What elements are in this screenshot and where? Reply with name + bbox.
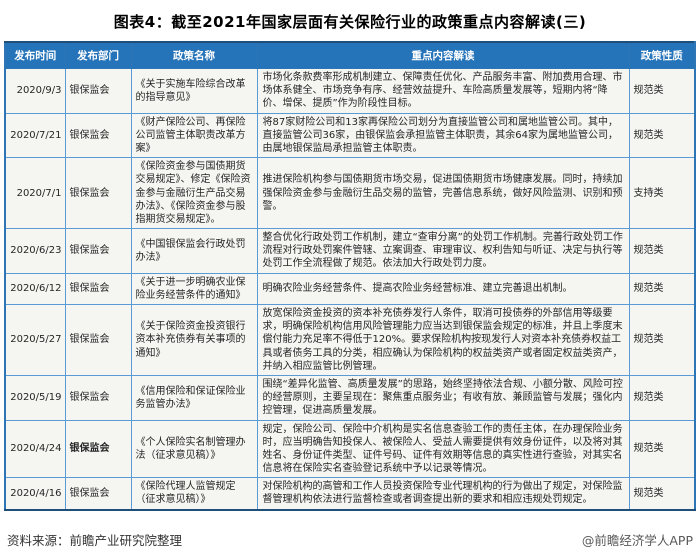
cell-key-content: 围绕“差异化监管、高质量发展”的思路，始终坚持依法合规、小额分散、风险可控的经营… bbox=[256, 374, 630, 421]
footer: 资料来源：前瞻产业研究院整理 @前瞻经济学人APP bbox=[7, 530, 693, 549]
cell-publish-date: 2020/6/12 bbox=[4, 272, 66, 306]
cell-key-content: 市场化条款费率形成机制建立、保障责任优化、产品服务丰富、附加费用合理、市场体系健… bbox=[256, 68, 630, 114]
column-header-policy-nature: 政策性质 bbox=[628, 41, 696, 69]
cell-policy-nature: 规范类 bbox=[628, 419, 696, 479]
cell-key-content: 整合优化行政处罚工作机制，建立“查审分离”的处罚工作机制。完善行政处罚工作流程对… bbox=[256, 228, 630, 274]
column-header-publish-date: 发布时间 bbox=[4, 41, 66, 69]
cell-policy-name: 《中国银保监会行政处罚办法》 bbox=[130, 228, 258, 274]
cell-publish-date: 2020/7/1 bbox=[4, 157, 66, 230]
source-note: 资料来源：前瞻产业研究院整理 bbox=[7, 533, 183, 548]
cell-policy-nature: 规范类 bbox=[628, 477, 696, 511]
cell-policy-name: 《信用保险和保证保险业务监管办法》 bbox=[130, 374, 258, 421]
cell-policy-name: 《财产保险公司、再保险公司监管主体职责改革方案》 bbox=[130, 112, 258, 159]
cell-key-content: 放宽保险资金投资的资本补充债券发行人条件，取消可投债券的外部信用等级要求，明确保… bbox=[256, 304, 630, 376]
cell-publish-date: 2020/9/3 bbox=[4, 68, 66, 114]
table-row: 2020/6/12 银保监会 《关于进一步明确农业保险业务经营条件的通知》 明确农险业… bbox=[4, 272, 696, 306]
table-header-row: 发布时间 发布部门 政策名称 重点内容解读 政策性质 bbox=[4, 41, 696, 69]
cell-department: 银保监会 bbox=[64, 68, 132, 114]
cell-publish-date: 2020/5/27 bbox=[4, 304, 66, 376]
cell-policy-name: 《关于保险资金投资银行资本补充债券有关事项的通知》 bbox=[130, 304, 258, 376]
figure-title: 图表4：截至2021年国家层面有关保险行业的政策重点内容解读(三) bbox=[113, 13, 587, 31]
policy-table: 发布时间 发布部门 政策名称 重点内容解读 政策性质 2020/9/3 银保监会《… bbox=[4, 41, 696, 511]
cell-policy-nature: 规范类 bbox=[628, 228, 696, 274]
table-row: 2020/5/27 银保监会 《关于保险资金投资银行资本补充债券有关事项的通知》 放宽… bbox=[4, 304, 696, 376]
table-row: 2020/6/23 银保监会 《中国银保监会行政处罚办法》 整合优化行政处罚工作机制，… bbox=[4, 228, 696, 274]
cell-department: 银保监会 bbox=[64, 477, 132, 511]
cell-key-content: 规定，保险公司、保险中介机构是实名信息查验工作的责任主体，在办理保险业务时，应当… bbox=[256, 419, 630, 479]
cell-policy-nature: 规范类 bbox=[628, 304, 696, 376]
column-header-department: 发布部门 bbox=[64, 41, 132, 69]
cell-department: 银保监会 bbox=[64, 228, 132, 274]
cell-key-content: 对保险机构的高管和工作人员投资保险专业代理机构的行为做出了规定，对保险监督管理机… bbox=[256, 477, 630, 511]
column-header-key-content: 重点内容解读 bbox=[256, 41, 630, 69]
cell-department: 银保监会 bbox=[64, 304, 132, 376]
column-header-policy-name: 政策名称 bbox=[130, 41, 258, 69]
cell-department: 银保监会 bbox=[64, 272, 132, 306]
cell-publish-date: 2020/4/16 bbox=[4, 477, 66, 511]
cell-policy-name: 《保险资金参与国债期货交易规定》、修定《保险资金参与金融衍生产品交易办法》、《保… bbox=[130, 157, 258, 230]
cell-policy-name: 《关于进一步明确农业保险业务经营条件的通知》 bbox=[130, 272, 258, 306]
cell-key-content: 明确农险业务经营条件、提高农险业务经营标准、建立完善退出机制。 bbox=[256, 272, 630, 306]
table-row: 2020/4/16 银保监会 《保险代理人监管规定（征求意见稿）》 对保险机构的高管和… bbox=[4, 477, 696, 511]
cell-publish-date: 2020/4/24 bbox=[4, 419, 66, 479]
cell-policy-nature: 规范类 bbox=[628, 112, 696, 159]
cell-department: 银保监会 bbox=[64, 374, 132, 421]
cell-department: 银保监会 bbox=[64, 419, 132, 479]
cell-publish-date: 2020/6/23 bbox=[4, 228, 66, 274]
cell-key-content: 将87家财险公司和13家再保险公司划分为直接监管公司和属地监管公司。其中，直接监… bbox=[256, 112, 630, 159]
cell-department: 银保监会 bbox=[64, 112, 132, 159]
table-row: 2020/4/24 银保监会 《个人保险实名制管理办法（征求意见稿）》 规定，保险公司… bbox=[4, 419, 696, 479]
cell-policy-nature: 规范类 bbox=[628, 374, 696, 421]
cell-department: 银保监会 bbox=[64, 157, 132, 230]
table-row: 2020/7/1 银保监会 《保险资金参与国债期货交易规定》、修定《保险资金参与金融… bbox=[4, 157, 696, 230]
credit-note: @前瞻经济学人APP bbox=[581, 533, 693, 548]
cell-policy-name: 《个人保险实名制管理办法（征求意见稿）》 bbox=[130, 419, 258, 479]
cell-policy-name: 《保险代理人监管规定（征求意见稿）》 bbox=[130, 477, 258, 511]
cell-publish-date: 2020/7/21 bbox=[4, 112, 66, 159]
table-row: 2020/9/3 银保监会 《关于实施车险综合改革的指导意见》 市场化条款费率形成机制… bbox=[4, 68, 696, 114]
cell-policy-nature: 支持类 bbox=[628, 157, 696, 230]
table-row: 2020/7/21 银保监会 《财产保险公司、再保险公司监管主体职责改革方案》 将87… bbox=[4, 112, 696, 159]
cell-policy-nature: 规范类 bbox=[628, 272, 696, 306]
cell-policy-nature: 规范类 bbox=[628, 68, 696, 114]
cell-publish-date: 2020/5/19 bbox=[4, 374, 66, 421]
cell-policy-name: 《关于实施车险综合改革的指导意见》 bbox=[130, 68, 258, 114]
table-row: 2020/5/19 银保监会 《信用保险和保证保险业务监管办法》 围绕“差异化监管、高… bbox=[4, 374, 696, 421]
cell-key-content: 推进保险机构参与国债期货市场交易，促进国债期货市场健康发展。同时，持续加强保险资… bbox=[256, 157, 630, 230]
